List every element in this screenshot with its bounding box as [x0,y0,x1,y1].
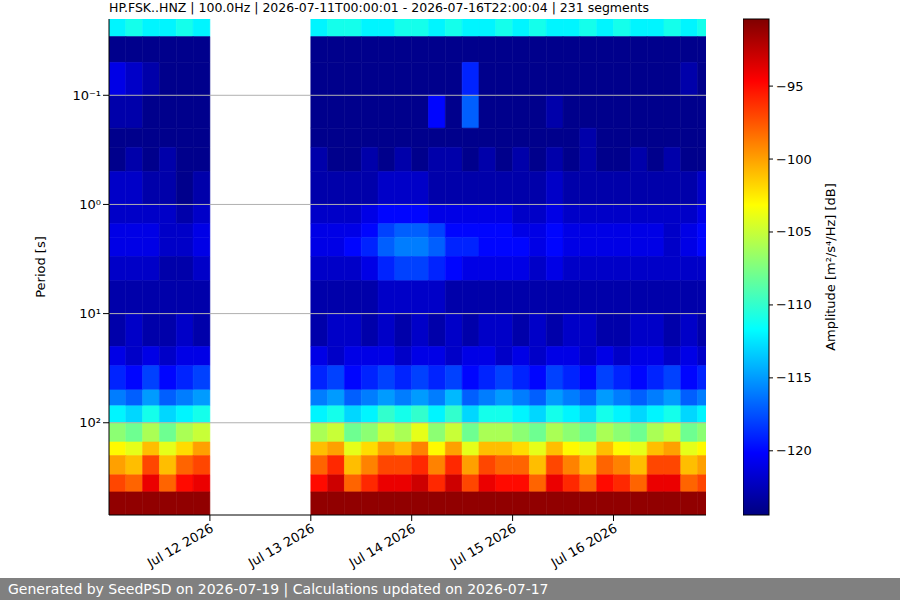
svg-text:10²: 10² [79,415,101,430]
html-text:HP.FSK..HNZ | 100.0Hz | 2026-0: HP.FSK..HNZ | 100.0Hz | 2026-07-11T00:00… [109,0,649,15]
svg-text:Jul 12 2026: Jul 12 2026 [144,521,216,571]
svg-text:Amplitude [m²/s⁴/Hz] [dB]: Amplitude [m²/s⁴/Hz] [dB] [823,183,838,351]
svg-text:−105: −105 [776,224,812,239]
svg-text:Jul 15 2026: Jul 15 2026 [447,521,519,571]
svg-text:−115: −115 [776,370,812,385]
svg-text:−95: −95 [776,79,803,94]
svg-text:10⁰: 10⁰ [79,197,101,212]
svg-text:10¹: 10¹ [79,306,101,321]
html-text:Generated by SeedPSD on 2026-0: Generated by SeedPSD on 2026-07-19 | Cal… [8,581,549,597]
svg-text:Period [s]: Period [s] [33,236,48,298]
svg-text:Jul 13 2026: Jul 13 2026 [245,521,317,571]
svg-text:Jul 16 2026: Jul 16 2026 [548,521,620,571]
svg-text:−100: −100 [776,152,812,167]
svg-text:10⁻¹: 10⁻¹ [72,88,101,103]
svg-text:−120: −120 [776,443,812,458]
svg-text:Jul 14 2026: Jul 14 2026 [346,521,418,571]
svg-text:−110: −110 [776,297,812,312]
